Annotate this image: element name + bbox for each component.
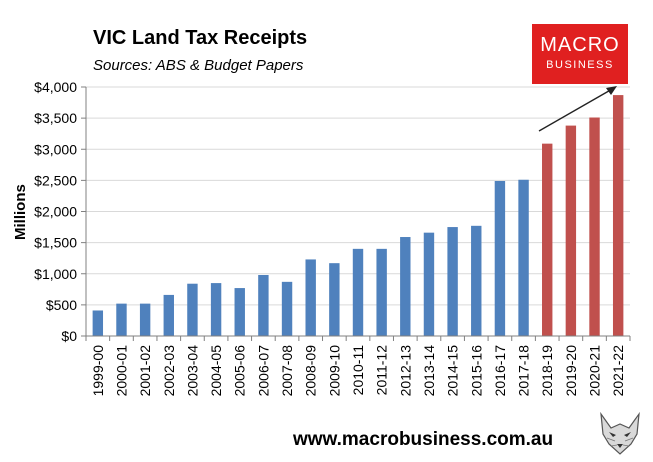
bar [92, 310, 104, 336]
axes [81, 86, 631, 341]
x-tick-label: 2019-20 [563, 345, 579, 397]
x-tick-label: 2000-01 [113, 345, 129, 397]
x-tick-label: 2017-18 [516, 345, 532, 397]
chart-subtitle: Sources: ABS & Budget Papers [93, 57, 304, 74]
x-tick-label: 2014-15 [445, 345, 461, 397]
website-url[interactable]: www.macrobusiness.com.au [293, 429, 554, 450]
bar [352, 248, 364, 336]
bar [210, 283, 222, 336]
bar [258, 274, 269, 336]
x-tick-label: 2011-12 [374, 345, 390, 396]
x-tick-label: 2015-16 [468, 345, 484, 397]
x-tick-label: 2020-21 [587, 345, 603, 397]
x-tick-labels: 1999-00 2000-01 2001-02 2002-03 2003-04 2004-… [90, 345, 626, 397]
y-tick-label: $2,500 [34, 172, 77, 188]
y-tick-label: $2,000 [34, 204, 77, 220]
trend-arrow-head [606, 86, 617, 95]
bar [494, 180, 506, 336]
y-tick-labels: $0 $500 $1,000 $1,500 $2,000 $2,500 $3,000 $3,5… [34, 79, 77, 344]
y-tick-label: $3,000 [34, 141, 77, 157]
logo-main-text: MACRO [540, 34, 620, 56]
chart-title: VIC Land Tax Receipts [93, 27, 308, 49]
x-tick-label: 2010-11 [350, 345, 366, 396]
x-tick-label: 2008-09 [303, 345, 319, 397]
bar [612, 95, 624, 336]
y-tick-label: $0 [61, 328, 77, 344]
bar [542, 143, 553, 336]
bar [187, 283, 198, 336]
bar [376, 248, 387, 336]
x-tick-label: 2001-02 [137, 345, 153, 397]
bars [92, 95, 624, 336]
bar [471, 225, 482, 336]
bar [163, 294, 174, 336]
x-tick-label: 1999-00 [90, 345, 106, 397]
x-tick-label: 2004-05 [208, 345, 224, 397]
bar [518, 179, 529, 336]
x-tick-label: 2009-10 [326, 345, 342, 397]
y-tick-label: $1,500 [34, 235, 77, 251]
x-tick-label: 2021-22 [610, 345, 626, 397]
y-tick-label: $500 [46, 297, 77, 313]
y-tick-label: $1,000 [34, 266, 77, 282]
x-tick-label: 2013-14 [421, 345, 437, 397]
y-tick-label: $3,500 [34, 110, 77, 126]
bar [400, 237, 411, 336]
x-tick-label: 2016-17 [492, 345, 508, 397]
bar [234, 288, 245, 336]
bar [423, 232, 435, 336]
bar [139, 303, 151, 336]
y-tick-label: $4,000 [34, 79, 77, 95]
x-tick-label: 2005-06 [232, 345, 248, 397]
trend-arrow-line [538, 87, 615, 132]
bar [305, 259, 316, 336]
bar [565, 125, 577, 336]
macrobusiness-logo: MACRO BUSINESS [532, 24, 628, 84]
x-tick-label: 2007-08 [279, 345, 295, 397]
bar [116, 303, 127, 336]
bar [589, 117, 600, 336]
x-tick-label: 2003-04 [184, 345, 200, 397]
wolf-mascot-icon [595, 408, 645, 458]
x-tick-label: 2006-07 [255, 345, 271, 397]
bar [329, 263, 340, 336]
logo-sub-text: BUSINESS [546, 59, 614, 71]
x-tick-label: 2012-13 [397, 345, 413, 397]
x-tick-label: 2018-19 [539, 345, 555, 397]
bar [281, 281, 293, 336]
bar [447, 227, 458, 336]
trend-arrow [538, 86, 617, 132]
x-tick-label: 2002-03 [161, 345, 177, 397]
